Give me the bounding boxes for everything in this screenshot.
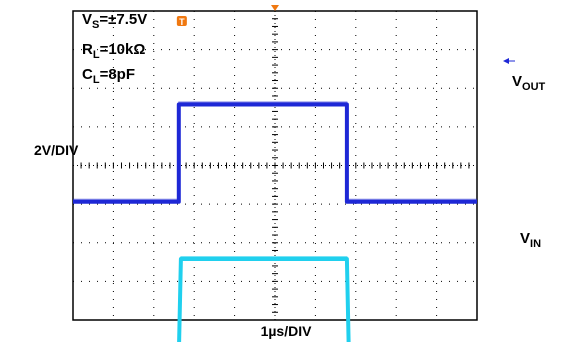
channel-ref-marker — [503, 58, 509, 64]
y-scale-label: 2V/DIV — [34, 142, 79, 158]
markers: T — [176, 5, 515, 64]
condition-rl: RL=10kΩ — [82, 41, 145, 61]
x-scale-label: 1µs/DIV — [261, 323, 313, 339]
trigger-badge — [176, 16, 187, 26]
trace-vin-noise — [178, 256, 350, 342]
series-label-vin: VIN — [520, 230, 541, 250]
trigger-badge-text: T — [179, 17, 185, 27]
trigger-position-marker — [271, 5, 279, 11]
series-label-vout: VOUT — [512, 73, 546, 93]
condition-vs: VS=±7.5V — [82, 11, 147, 31]
condition-cl: CL=8pF — [82, 66, 135, 86]
traces — [73, 101, 477, 342]
trace-vout-noise — [73, 101, 477, 200]
